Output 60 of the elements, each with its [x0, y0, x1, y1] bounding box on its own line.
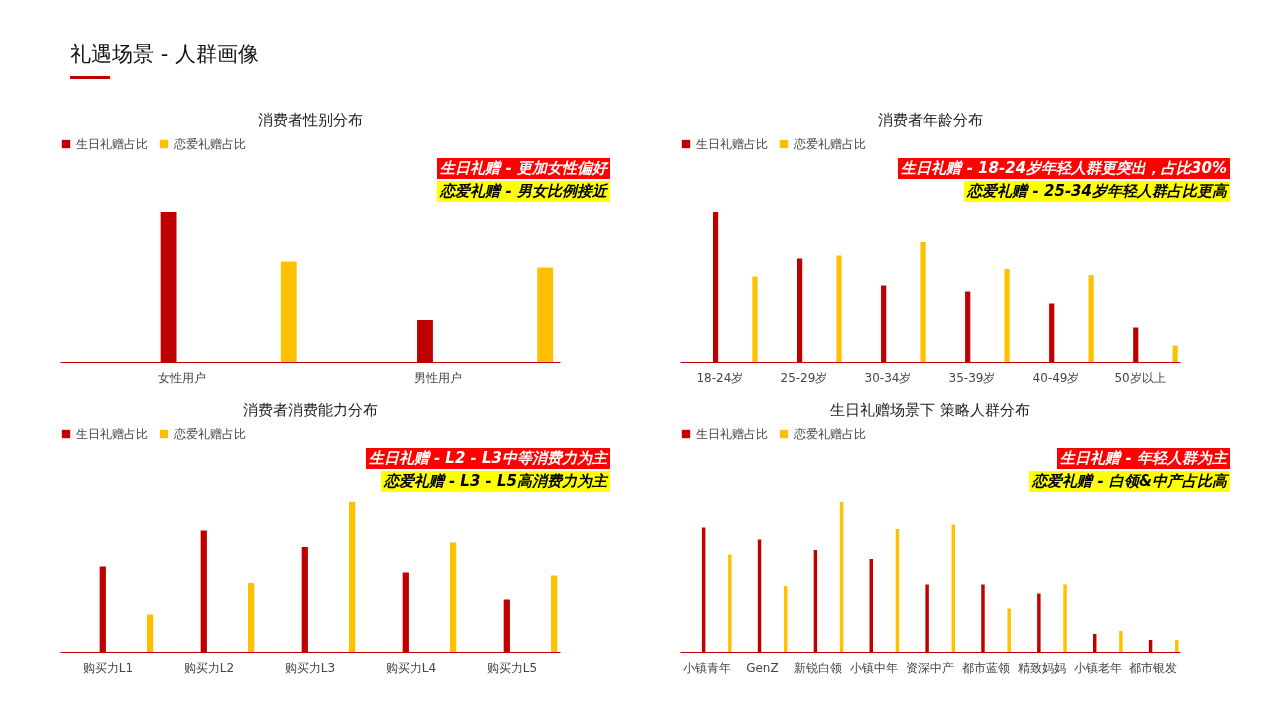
x-tick-label: 35-39岁 — [948, 370, 996, 385]
legend-label: 生日礼赠占比 — [696, 427, 768, 441]
x-tick-label: 小镇中年 — [850, 660, 899, 675]
bar — [537, 267, 554, 362]
x-tick-label: 购买力L2 — [183, 660, 235, 675]
bar — [752, 276, 758, 362]
bar — [551, 575, 558, 652]
text: 生日礼赠 - L2 - L3中等消费力为主 — [365, 448, 610, 469]
x-tick-label: 购买力L3 — [284, 660, 336, 675]
bar — [146, 614, 154, 652]
text: 生日礼赠 - 年轻人群为主 — [1057, 448, 1230, 469]
chart-title: 生日礼赠场景下 策略人群分布 — [830, 401, 1030, 419]
legend-label: 恋爱礼赠占比 — [173, 427, 246, 441]
bar — [450, 542, 457, 652]
x-tick-label: 精致妈妈 — [1017, 660, 1066, 675]
text: 生日礼赠 - 更加女性偏好 — [437, 158, 610, 179]
x-tick-label: 购买力L1 — [82, 660, 134, 675]
x-tick-label: 女性用户 — [157, 370, 206, 385]
x-tick-label: 资深中产 — [906, 660, 954, 675]
text: 生日礼赠 - 18-24岁年轻人群更突出，占比30% — [898, 158, 1230, 179]
chart-title: 消费者年龄分布 — [877, 111, 983, 129]
bar — [349, 502, 356, 652]
x-tick-label: 18-24岁 — [696, 370, 744, 385]
x-tick-label: 50岁以上 — [1114, 370, 1166, 385]
bar — [1007, 608, 1011, 652]
x-tick-label: 小镇老年 — [1073, 660, 1122, 675]
bar — [1004, 269, 1010, 362]
legend-label: 恋爱礼赠占比 — [793, 427, 866, 441]
text: 恋爱礼赠 - 25-34岁年轻人群占比更高 — [964, 181, 1230, 202]
bar — [1172, 345, 1178, 362]
legend-label: 恋爱礼赠占比 — [793, 137, 866, 151]
x-tick-label: 25-29岁 — [780, 370, 828, 385]
bar — [920, 242, 926, 362]
x-tick-label: 男性用户 — [414, 370, 463, 385]
bar — [1088, 275, 1094, 362]
legend-label: 生日礼赠占比 — [696, 137, 768, 151]
text: 恋爱礼赠 - L3 - L5高消费力为主 — [380, 471, 610, 492]
x-tick-label: 都市蓝领 — [961, 660, 1010, 675]
x-tick-label: 30-34岁 — [864, 370, 912, 385]
text: 恋爱礼赠 - 男女比例接近 — [437, 181, 610, 202]
legend-label: 恋爱礼赠占比 — [173, 137, 246, 151]
x-tick-label: 40-49岁 — [1032, 370, 1080, 385]
x-tick-label: 新锐白领 — [794, 660, 843, 675]
text: 恋爱礼赠 - 白领&中产占比高 — [1029, 471, 1230, 492]
legend-label: 生日礼赠占比 — [76, 137, 148, 151]
bar — [1063, 584, 1067, 652]
x-tick-label: 小镇青年 — [682, 660, 731, 675]
x-tick-label: 购买力L4 — [385, 660, 437, 675]
bar — [728, 554, 732, 652]
x-tick-label: GenZ — [746, 660, 779, 675]
chart-title: 消费者消费能力分布 — [242, 401, 378, 419]
bar — [248, 583, 255, 652]
bar — [280, 261, 297, 362]
x-tick-label: 都市银发 — [1129, 660, 1178, 675]
bar — [1119, 631, 1123, 652]
bar — [836, 255, 842, 362]
chart-title: 消费者性别分布 — [257, 111, 363, 129]
x-tick-label: 购买力L5 — [486, 660, 538, 675]
legend-label: 生日礼赠占比 — [76, 427, 148, 441]
text: 礼遇场景 - 人群画像 — [70, 41, 259, 68]
